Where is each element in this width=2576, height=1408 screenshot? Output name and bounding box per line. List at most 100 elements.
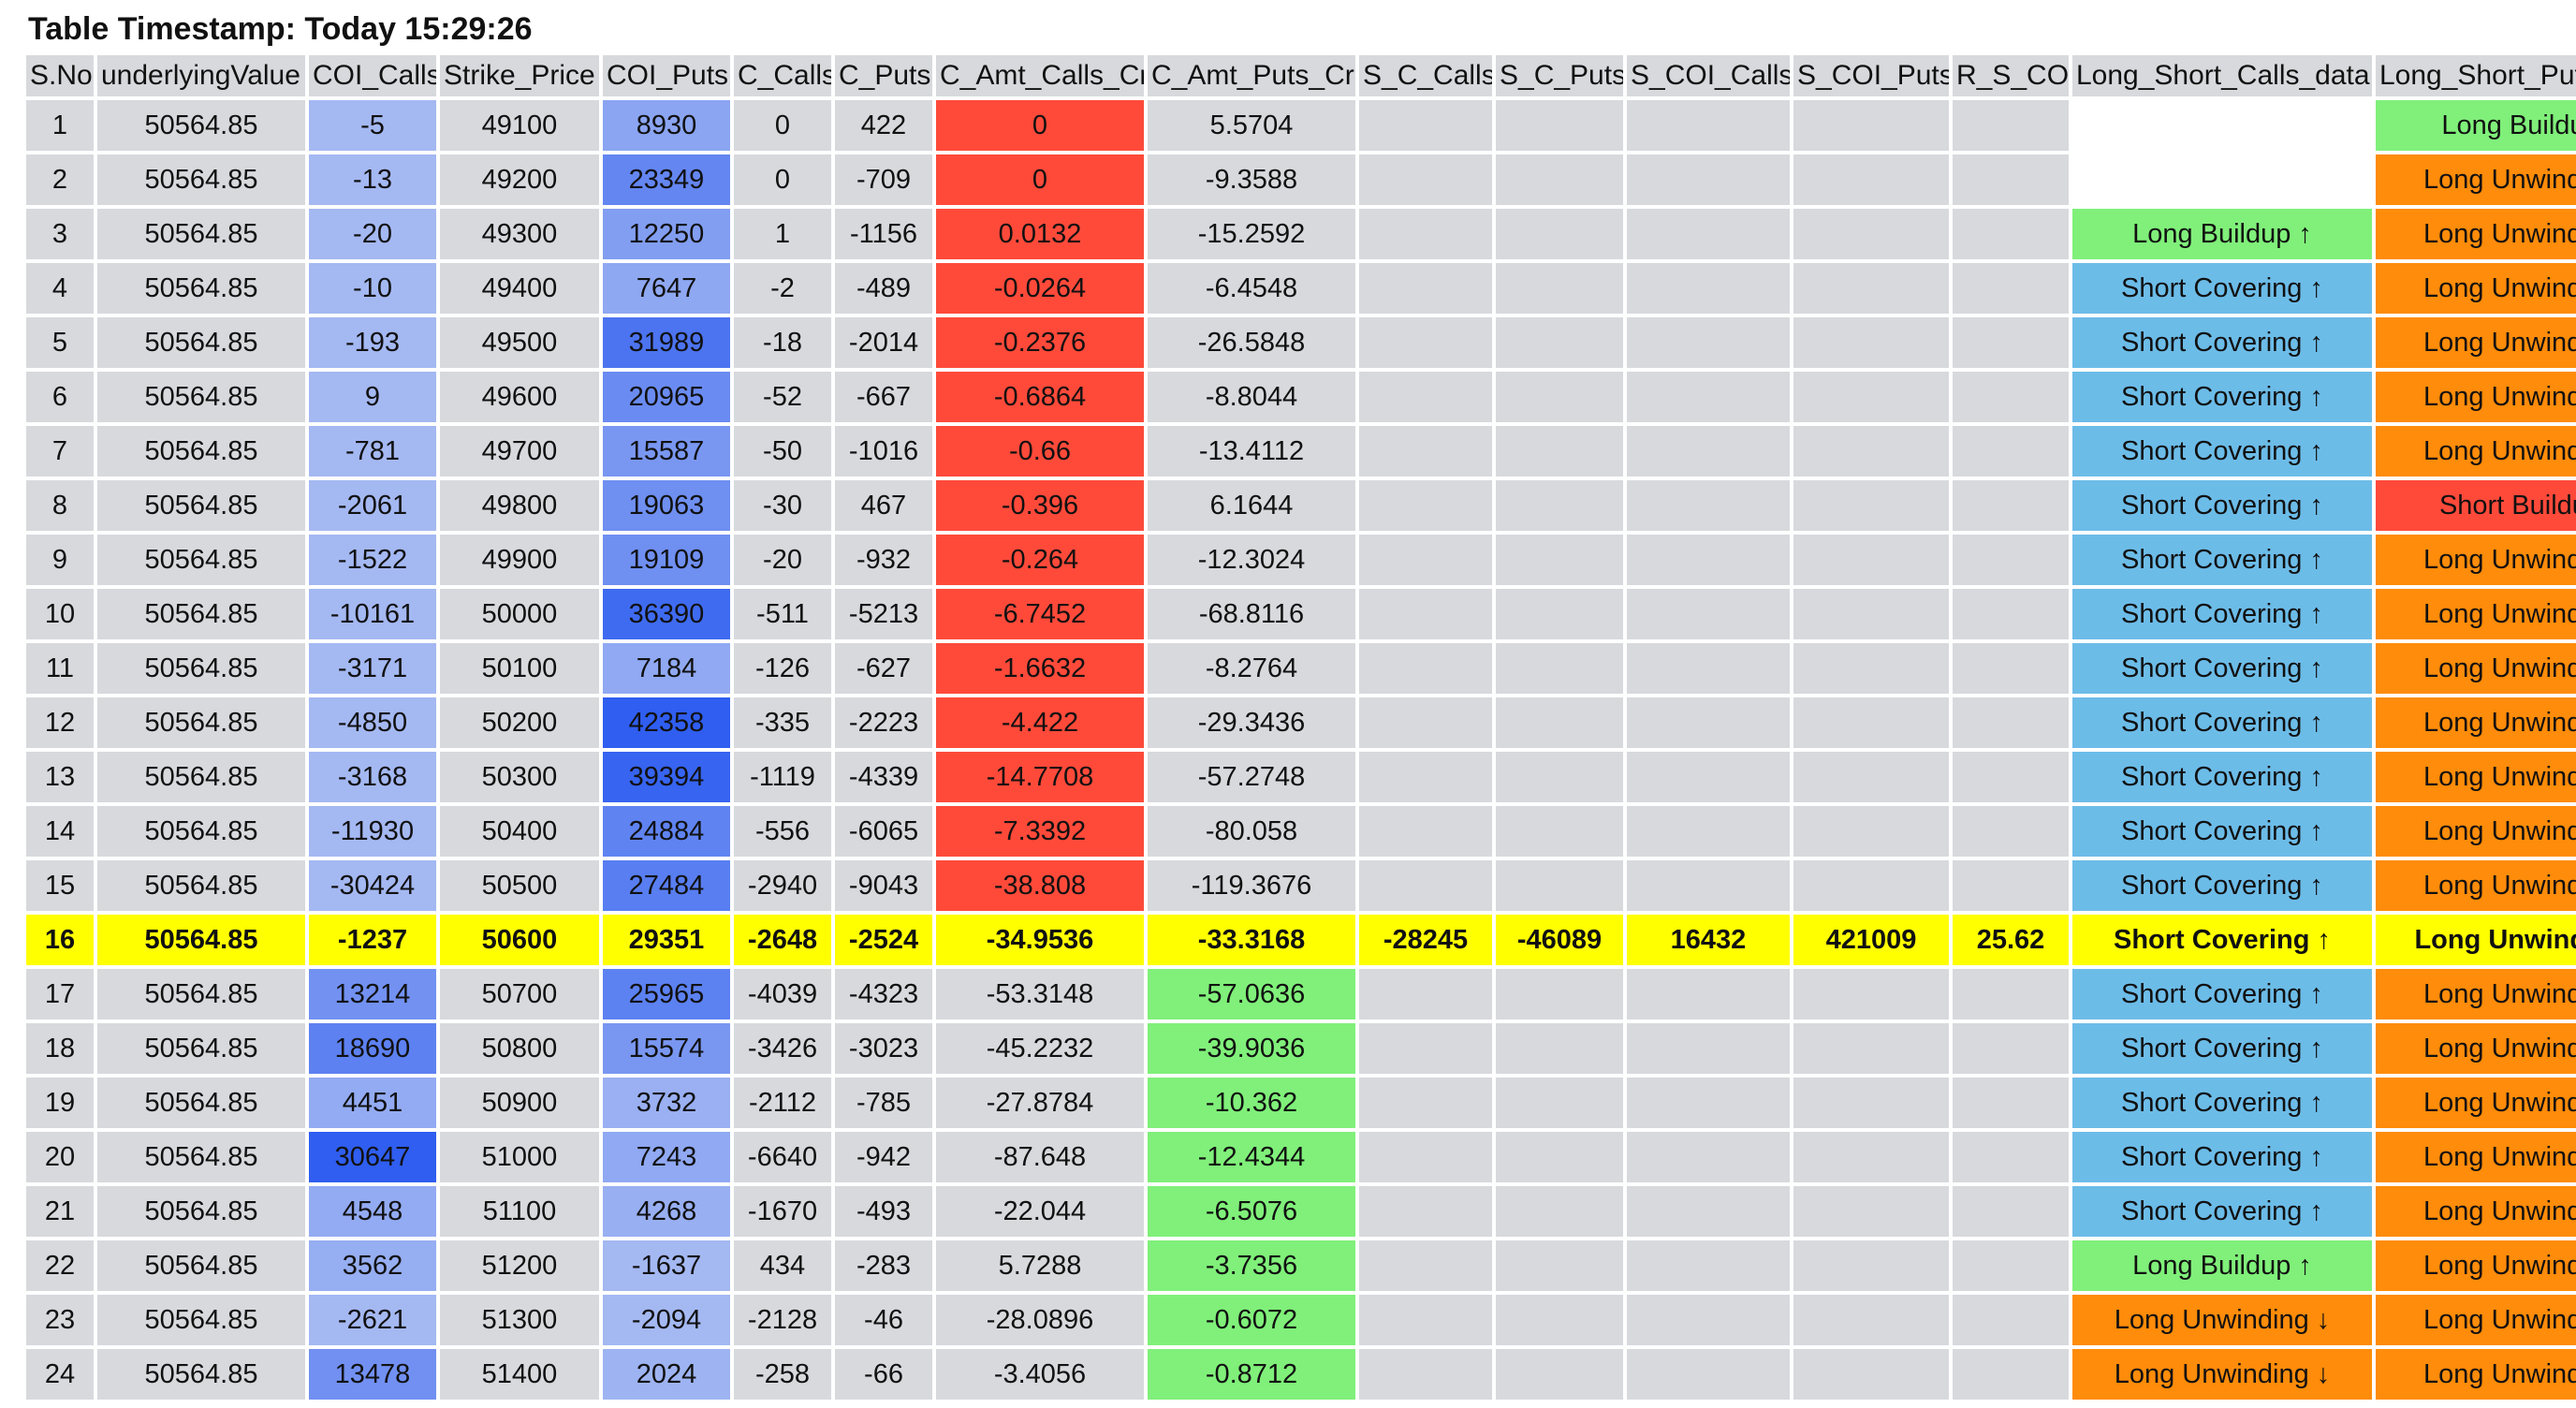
cell-c-amt-calls-cr: -4.422 — [936, 697, 1144, 748]
cell-s-c-calls — [1359, 1186, 1492, 1237]
cell-s-no: 2 — [26, 154, 94, 205]
table-row: 8 50564.85 -2061 49800 19063 -30 467 -0.396 6.16… — [26, 480, 2576, 531]
cell-c-puts: -942 — [835, 1132, 932, 1182]
cell-s-coi-calls — [1627, 1295, 1790, 1345]
column-header: underlyingValue — [97, 55, 305, 96]
cell-c-calls: -2128 — [734, 1295, 831, 1345]
cell-c-amt-puts-cr: -12.3024 — [1148, 535, 1355, 585]
cell-underlyingvalue: 50564.85 — [97, 263, 305, 314]
cell-strike-price: 51200 — [440, 1240, 599, 1291]
table-body: 1 50564.85 -5 49100 8930 0 422 0 5.5704 Long Buil… — [26, 100, 2576, 1400]
cell-long-short-calls-data: Short Covering ↑ — [2072, 969, 2372, 1019]
cell-c-calls: 434 — [734, 1240, 831, 1291]
options-data-table-container[interactable]: S.No underlyingValue COI_Calls Strike_Price… — [26, 51, 2576, 1403]
cell-c-puts: -1016 — [835, 426, 932, 477]
cell-c-amt-calls-cr: 0 — [936, 100, 1144, 151]
cell-s-coi-calls — [1627, 643, 1790, 694]
cell-c-calls: -52 — [734, 372, 831, 422]
cell-s-coi-puts — [1793, 1349, 1949, 1400]
cell-c-amt-calls-cr: -38.808 — [936, 860, 1144, 911]
cell-strike-price: 49100 — [440, 100, 599, 151]
cell-long-short-puts-data: Long Unwinding — [2376, 860, 2576, 911]
cell-underlyingvalue: 50564.85 — [97, 1078, 305, 1128]
cell-strike-price: 50200 — [440, 697, 599, 748]
cell-s-coi-puts — [1793, 643, 1949, 694]
cell-long-short-puts-data: Long Unwinding — [2376, 1186, 2576, 1237]
cell-c-amt-puts-cr: -29.3436 — [1148, 697, 1355, 748]
cell-strike-price: 51100 — [440, 1186, 599, 1237]
cell-strike-price: 49300 — [440, 209, 599, 259]
cell-s-coi-puts — [1793, 154, 1949, 205]
cell-c-puts: -709 — [835, 154, 932, 205]
cell-long-short-puts-data: Long Unwinding — [2376, 643, 2576, 694]
table-row: 23 50564.85 -2621 51300 -2094 -2128 -46 -28.089… — [26, 1295, 2576, 1345]
cell-underlyingvalue: 50564.85 — [97, 209, 305, 259]
table-row: 15 50564.85 -30424 50500 27484 -2940 -9043 -38.… — [26, 860, 2576, 911]
cell-coi-puts: 36390 — [603, 589, 730, 639]
cell-s-no: 24 — [26, 1349, 94, 1400]
column-header: S_COI_Calls — [1627, 55, 1790, 96]
cell-r-s-coi — [1953, 806, 2069, 857]
cell-s-coi-calls — [1627, 1132, 1790, 1182]
cell-c-amt-calls-cr: 0 — [936, 154, 1144, 205]
cell-long-short-calls-data: Long Buildup ↑ — [2072, 1240, 2372, 1291]
cell-c-amt-puts-cr: 6.1644 — [1148, 480, 1355, 531]
cell-strike-price: 49500 — [440, 317, 599, 368]
cell-underlyingvalue: 50564.85 — [97, 1240, 305, 1291]
cell-long-short-calls-data: Long Unwinding ↓ — [2072, 1295, 2372, 1345]
cell-underlyingvalue: 50564.85 — [97, 154, 305, 205]
cell-s-c-calls — [1359, 1078, 1492, 1128]
cell-long-short-calls-data: Short Covering ↑ — [2072, 915, 2372, 965]
cell-long-short-calls-data: Short Covering ↑ — [2072, 263, 2372, 314]
cell-c-puts: -932 — [835, 535, 932, 585]
cell-s-c-puts — [1496, 697, 1623, 748]
cell-c-amt-puts-cr: -8.8044 — [1148, 372, 1355, 422]
cell-c-puts: -46 — [835, 1295, 932, 1345]
cell-s-coi-puts — [1793, 535, 1949, 585]
cell-long-short-calls-data: Short Covering ↑ — [2072, 372, 2372, 422]
cell-c-puts: -2524 — [835, 915, 932, 965]
cell-s-c-puts — [1496, 860, 1623, 911]
cell-s-coi-puts — [1793, 1240, 1949, 1291]
cell-s-c-calls — [1359, 154, 1492, 205]
cell-coi-puts: 23349 — [603, 154, 730, 205]
cell-coi-puts: -2094 — [603, 1295, 730, 1345]
cell-s-c-calls — [1359, 426, 1492, 477]
cell-coi-puts: 7647 — [603, 263, 730, 314]
cell-coi-calls: -2621 — [309, 1295, 436, 1345]
cell-c-calls: 1 — [734, 209, 831, 259]
cell-long-short-calls-data: Short Covering ↑ — [2072, 860, 2372, 911]
cell-s-coi-calls — [1627, 969, 1790, 1019]
cell-underlyingvalue: 50564.85 — [97, 860, 305, 911]
cell-c-amt-puts-cr: -15.2592 — [1148, 209, 1355, 259]
cell-coi-calls: -193 — [309, 317, 436, 368]
cell-s-coi-puts — [1793, 697, 1949, 748]
cell-r-s-coi — [1953, 535, 2069, 585]
cell-strike-price: 49200 — [440, 154, 599, 205]
table-row: 10 50564.85 -10161 50000 36390 -511 -5213 -6.74… — [26, 589, 2576, 639]
cell-r-s-coi — [1953, 1186, 2069, 1237]
cell-coi-calls: 18690 — [309, 1023, 436, 1074]
cell-s-c-calls — [1359, 969, 1492, 1019]
cell-strike-price: 50100 — [440, 643, 599, 694]
cell-coi-puts: 24884 — [603, 806, 730, 857]
cell-s-c-puts — [1496, 317, 1623, 368]
cell-long-short-calls-data: Short Covering ↑ — [2072, 1023, 2372, 1074]
cell-s-coi-calls — [1627, 860, 1790, 911]
cell-c-calls: -2112 — [734, 1078, 831, 1128]
cell-strike-price: 50600 — [440, 915, 599, 965]
cell-long-short-calls-data: Short Covering ↑ — [2072, 806, 2372, 857]
cell-r-s-coi — [1953, 263, 2069, 314]
cell-s-c-calls — [1359, 1240, 1492, 1291]
cell-c-calls: 0 — [734, 100, 831, 151]
cell-s-no: 10 — [26, 589, 94, 639]
cell-coi-puts: 3732 — [603, 1078, 730, 1128]
cell-c-amt-puts-cr: -12.4344 — [1148, 1132, 1355, 1182]
cell-coi-calls: 9 — [309, 372, 436, 422]
cell-coi-puts: 7243 — [603, 1132, 730, 1182]
cell-s-coi-puts — [1793, 1186, 1949, 1237]
cell-s-coi-calls — [1627, 589, 1790, 639]
cell-long-short-puts-data: Long Unwinding — [2376, 589, 2576, 639]
cell-strike-price: 49700 — [440, 426, 599, 477]
cell-r-s-coi — [1953, 372, 2069, 422]
